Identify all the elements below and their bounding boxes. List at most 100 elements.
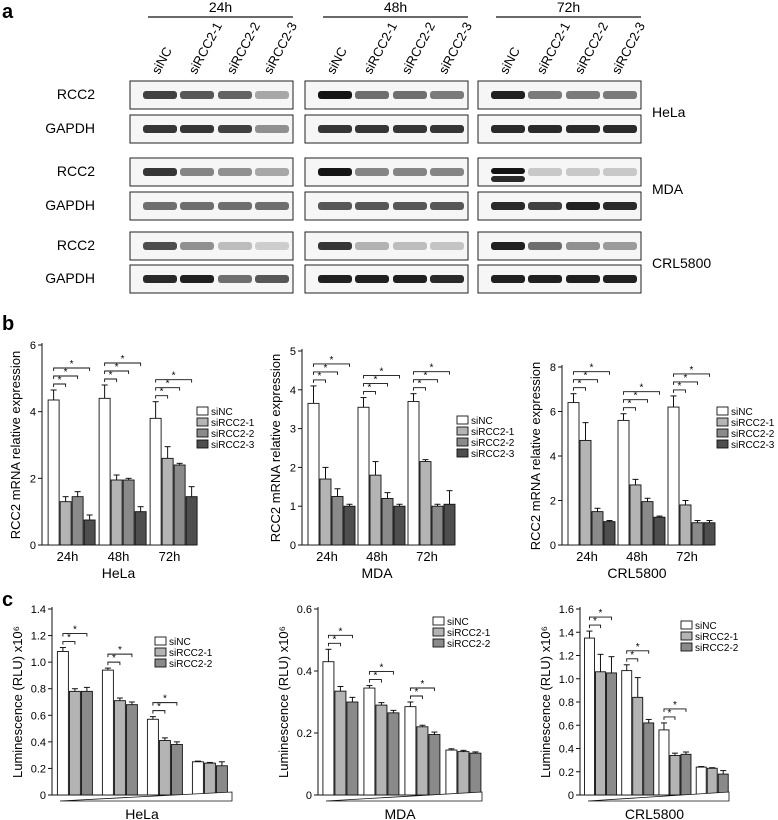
y-tick-label: 1.2: [559, 651, 574, 663]
protein-band: [355, 91, 389, 99]
significance-bracket: [104, 362, 142, 366]
significance-bracket: [413, 387, 426, 391]
significance-bracket: [368, 671, 394, 675]
significance-bracket: [152, 702, 178, 706]
cell-line-label: CRL5800: [652, 255, 711, 271]
protein-band: [355, 125, 389, 133]
significance-star: *: [330, 355, 334, 366]
bar: [101, 669, 114, 796]
bar: [47, 399, 60, 546]
y-tick-label: 0.4: [559, 744, 574, 756]
significance-bracket: [313, 363, 350, 367]
bar: [59, 501, 72, 546]
protein-band: [603, 275, 637, 283]
y-tick-label: 6: [550, 407, 556, 419]
significance-star: *: [430, 363, 434, 374]
x-tick-label: 72h: [159, 549, 181, 564]
protein-band: [255, 202, 289, 210]
protein-band: [491, 125, 525, 133]
significance-star: *: [332, 634, 336, 645]
significance-bracket: [152, 710, 166, 714]
timepoint-label: 48h: [384, 0, 407, 15]
y-axis-label: Luminescence (RLU) x10⁶: [538, 626, 553, 778]
protein-band: [218, 275, 252, 283]
legend-label: siRCC2-3: [731, 440, 775, 451]
significance-star: *: [590, 363, 594, 374]
significance-bracket: [62, 641, 76, 645]
cell-line-label: MDA: [652, 181, 684, 197]
protein-band: [143, 242, 177, 250]
significance-star: *: [690, 365, 694, 376]
protein-band: [255, 91, 289, 99]
legend-label: siRCC2-1: [471, 427, 515, 438]
protein-band: [393, 242, 427, 250]
protein-band: [491, 242, 525, 250]
lane-label: siRCC2-1: [360, 20, 400, 77]
significance-star: *: [634, 391, 638, 402]
protein-band: [143, 275, 177, 283]
significance-star: *: [58, 375, 62, 386]
protein-band: [430, 91, 464, 99]
protein-band: [180, 91, 214, 99]
bar: [80, 690, 93, 796]
significance-star: *: [636, 642, 640, 653]
bar: [591, 511, 604, 546]
protein-band: [528, 91, 562, 99]
protein-label: RCC2: [57, 237, 95, 253]
significance-star: *: [67, 633, 71, 644]
bar: [343, 505, 356, 546]
bar: [431, 505, 444, 546]
legend-label: siRCC2-1: [169, 648, 213, 659]
protein-band: [603, 202, 637, 210]
protein-band: [355, 202, 389, 210]
significance-bracket: [673, 381, 698, 385]
bar: [658, 729, 670, 796]
significance-bracket: [53, 375, 79, 379]
significance-star: *: [414, 687, 418, 698]
bar: [191, 761, 204, 796]
bar: [695, 766, 707, 796]
lane-label: siRCC2-3: [435, 20, 475, 77]
bar: [203, 762, 216, 796]
legend-swatch: [716, 439, 729, 449]
protein-band: [318, 125, 352, 133]
significance-bracket: [413, 379, 438, 383]
significance-star: *: [668, 708, 672, 719]
timepoint-label: 72h: [557, 0, 580, 15]
significance-star: *: [64, 367, 68, 378]
significance-bracket: [327, 634, 353, 639]
bar: [579, 439, 592, 546]
dose-wedge: [325, 791, 483, 802]
legend-swatch: [716, 417, 729, 427]
significance-bracket: [409, 695, 423, 699]
x-tick-label: 24h: [57, 549, 79, 564]
bar: [215, 765, 228, 796]
lane-label: siRCC2-2: [398, 20, 438, 77]
y-axis-label: RCC2 mRNA relative expression: [8, 351, 23, 540]
protein-band: [143, 168, 177, 176]
legend-label: siRCC2-2: [169, 659, 213, 670]
significance-star: *: [324, 363, 328, 374]
protein-band: [491, 168, 525, 174]
lane-label: siNC: [323, 44, 349, 76]
significance-star: *: [578, 379, 582, 390]
significance-star: *: [379, 663, 383, 674]
cell-line-label: CRL5800: [607, 565, 666, 581]
cell-line-label: CRL5800: [625, 806, 684, 820]
bar: [584, 637, 595, 796]
protein-band: [603, 168, 637, 176]
significance-star: *: [121, 354, 125, 365]
cell-line-label: MDA: [384, 806, 416, 820]
y-tick-label: 1: [290, 501, 296, 513]
significance-bracket: [673, 389, 686, 393]
protein-band: [491, 202, 525, 210]
significance-star: *: [374, 375, 378, 386]
significance-star: *: [678, 381, 682, 392]
significance-bracket: [368, 679, 382, 683]
protein-band: [566, 242, 600, 250]
bar: [161, 457, 174, 546]
